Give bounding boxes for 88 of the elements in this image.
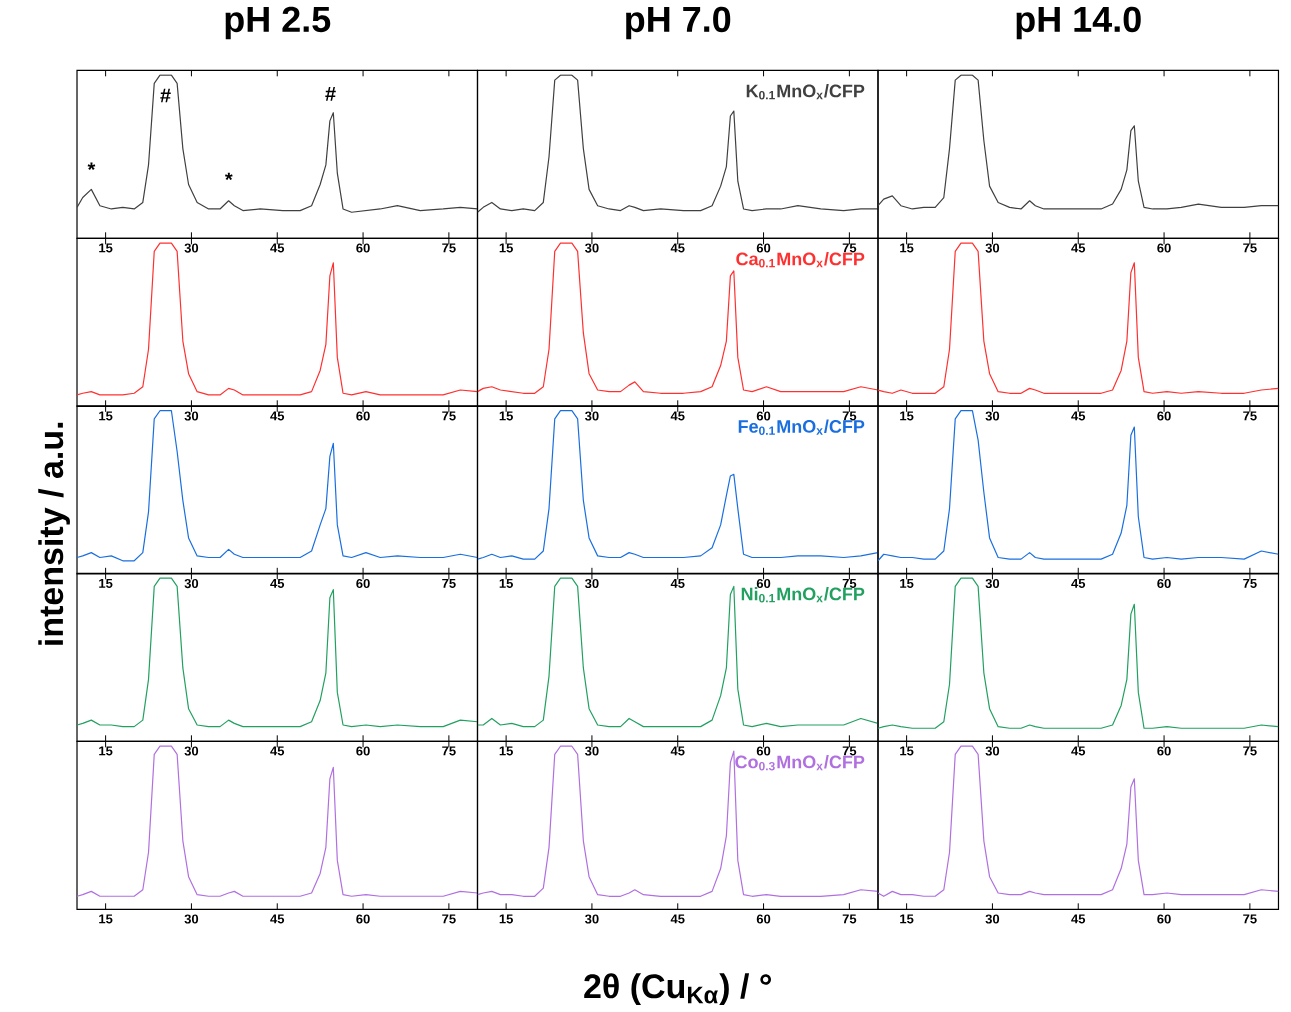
chart-title: pH 7.0 [626, 6, 731, 40]
series-label: Co$_{0.3}$MnO$_{x}$/CFP [735, 755, 865, 771]
x-tick-label: 60 [1157, 579, 1171, 589]
x-tick-label: 60 [756, 243, 771, 253]
x-tick-label: 45 [270, 914, 285, 924]
x-tick-label: 45 [270, 746, 285, 756]
x-tick-label: 75 [842, 914, 857, 924]
x-tick-label: 45 [1071, 411, 1086, 421]
x-tick-label: 45 [670, 411, 685, 421]
x-tick-label: 15 [499, 243, 513, 253]
x-tick-label: 45 [1071, 746, 1086, 756]
x-tick-label: 30 [585, 914, 599, 924]
x-tick-label: 45 [1071, 914, 1086, 924]
chart-title: pH 2.5 [225, 6, 331, 40]
x-tick-label: 45 [270, 411, 285, 421]
x-tick-label: 15 [900, 746, 914, 756]
annotation: # [325, 87, 336, 101]
x-tick-label: 75 [442, 243, 456, 253]
x-tick-label: 45 [670, 914, 685, 924]
series-label: Ca$_{0.1}$MnO$_{x}$/CFP [736, 252, 865, 268]
x-tick-label: 75 [842, 411, 857, 421]
x-tick-label: 15 [900, 411, 914, 421]
x-tick-label: 75 [1243, 411, 1257, 421]
x-tick-label: 60 [756, 746, 771, 756]
x-tick-label: 75 [442, 411, 456, 421]
annotation: * [224, 172, 233, 181]
x-tick-label: 60 [1157, 411, 1171, 421]
x-tick-label: 15 [900, 243, 914, 253]
y-axis-title: intensity / a.u. [38, 422, 70, 645]
chart-title: pH 14.0 [1016, 6, 1141, 40]
x-tick-label: 60 [1157, 914, 1171, 924]
x-tick-label: 30 [985, 243, 1000, 253]
annotation: # [160, 88, 171, 103]
x-tick-label: 30 [585, 411, 599, 421]
x-tick-label: 75 [842, 243, 857, 253]
x-tick-label: 45 [270, 579, 285, 589]
x-tick-label: 60 [756, 914, 771, 924]
x-tick-label: 45 [670, 579, 685, 589]
x-tick-label: 15 [99, 914, 113, 924]
x-tick-label: 30 [184, 914, 199, 924]
x-tick-label: 30 [184, 411, 199, 421]
x-tick-label: 30 [985, 411, 1000, 421]
x-tick-label: 15 [900, 579, 914, 589]
x-tick-label: 75 [1243, 243, 1257, 253]
x-tick-label: 60 [356, 411, 370, 421]
x-tick-label: 45 [1071, 579, 1086, 589]
x-axis-title: 2θ (Cu$_{Kα}$) / ° [584, 973, 771, 1006]
x-tick-label: 15 [900, 914, 914, 924]
x-tick-label: 60 [356, 579, 370, 589]
x-tick-label: 15 [499, 914, 513, 924]
x-tick-label: 75 [842, 579, 857, 589]
x-tick-label: 30 [585, 243, 599, 253]
annotation: * [87, 162, 96, 171]
x-tick-label: 30 [985, 914, 1000, 924]
series-label: Ni$_{0.1}$MnO$_{x}$/CFP [741, 587, 865, 603]
x-tick-label: 45 [1071, 243, 1086, 253]
x-tick-label: 75 [442, 579, 456, 589]
x-tick-label: 45 [670, 746, 685, 756]
x-tick-label: 15 [99, 579, 113, 589]
x-tick-label: 75 [1243, 579, 1257, 589]
x-tick-label: 30 [184, 746, 199, 756]
x-tick-label: 15 [499, 746, 513, 756]
x-tick-label: 30 [585, 579, 599, 589]
x-tick-label: 60 [356, 914, 370, 924]
series-label: K$_{0.1}$MnO$_{x}$/CFP [746, 84, 865, 100]
x-tick-label: 15 [99, 746, 113, 756]
x-tick-label: 15 [499, 411, 513, 421]
x-tick-label: 60 [356, 746, 370, 756]
x-tick-label: 75 [442, 746, 456, 756]
x-tick-label: 45 [670, 243, 685, 253]
x-tick-label: 60 [1157, 746, 1171, 756]
x-tick-label: 75 [1243, 746, 1257, 756]
x-tick-label: 15 [99, 411, 113, 421]
x-tick-label: 45 [270, 243, 285, 253]
x-tick-label: 60 [756, 411, 771, 421]
x-tick-label: 30 [184, 579, 199, 589]
x-tick-label: 75 [1243, 914, 1257, 924]
x-tick-label: 75 [442, 914, 456, 924]
x-tick-label: 75 [842, 746, 857, 756]
x-tick-label: 15 [499, 579, 513, 589]
x-tick-label: 30 [985, 746, 1000, 756]
x-tick-label: 15 [99, 243, 113, 253]
x-tick-label: 60 [1157, 243, 1171, 253]
x-tick-label: 30 [585, 746, 599, 756]
x-tick-label: 30 [985, 579, 1000, 589]
x-tick-label: 60 [756, 579, 771, 589]
x-tick-label: 30 [184, 243, 199, 253]
x-tick-label: 60 [356, 243, 370, 253]
